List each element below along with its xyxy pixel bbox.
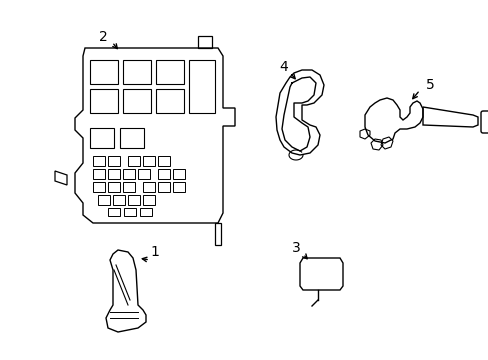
Bar: [138, 169, 150, 179]
Bar: [123, 89, 151, 113]
Bar: [156, 89, 183, 113]
Bar: [90, 128, 114, 148]
Bar: [93, 156, 105, 166]
Bar: [128, 195, 140, 205]
Bar: [108, 208, 120, 216]
Bar: [142, 182, 155, 192]
Bar: [108, 169, 120, 179]
Bar: [189, 60, 215, 113]
Bar: [124, 208, 136, 216]
Bar: [140, 208, 152, 216]
Text: 3: 3: [291, 241, 300, 255]
Text: 4: 4: [279, 60, 288, 74]
Bar: [98, 195, 110, 205]
Text: 2: 2: [99, 30, 107, 44]
Bar: [123, 169, 135, 179]
Bar: [90, 60, 118, 84]
Bar: [156, 60, 183, 84]
Bar: [173, 169, 184, 179]
Bar: [158, 182, 170, 192]
Bar: [113, 195, 125, 205]
Bar: [128, 156, 140, 166]
Bar: [123, 60, 151, 84]
Bar: [108, 156, 120, 166]
Bar: [108, 182, 120, 192]
Bar: [173, 182, 184, 192]
Bar: [123, 182, 135, 192]
Text: 5: 5: [425, 78, 433, 92]
Bar: [142, 195, 155, 205]
Bar: [142, 156, 155, 166]
Bar: [90, 89, 118, 113]
Bar: [158, 169, 170, 179]
Bar: [158, 156, 170, 166]
Bar: [93, 169, 105, 179]
Text: 1: 1: [150, 245, 159, 259]
Bar: [120, 128, 143, 148]
Bar: [93, 182, 105, 192]
